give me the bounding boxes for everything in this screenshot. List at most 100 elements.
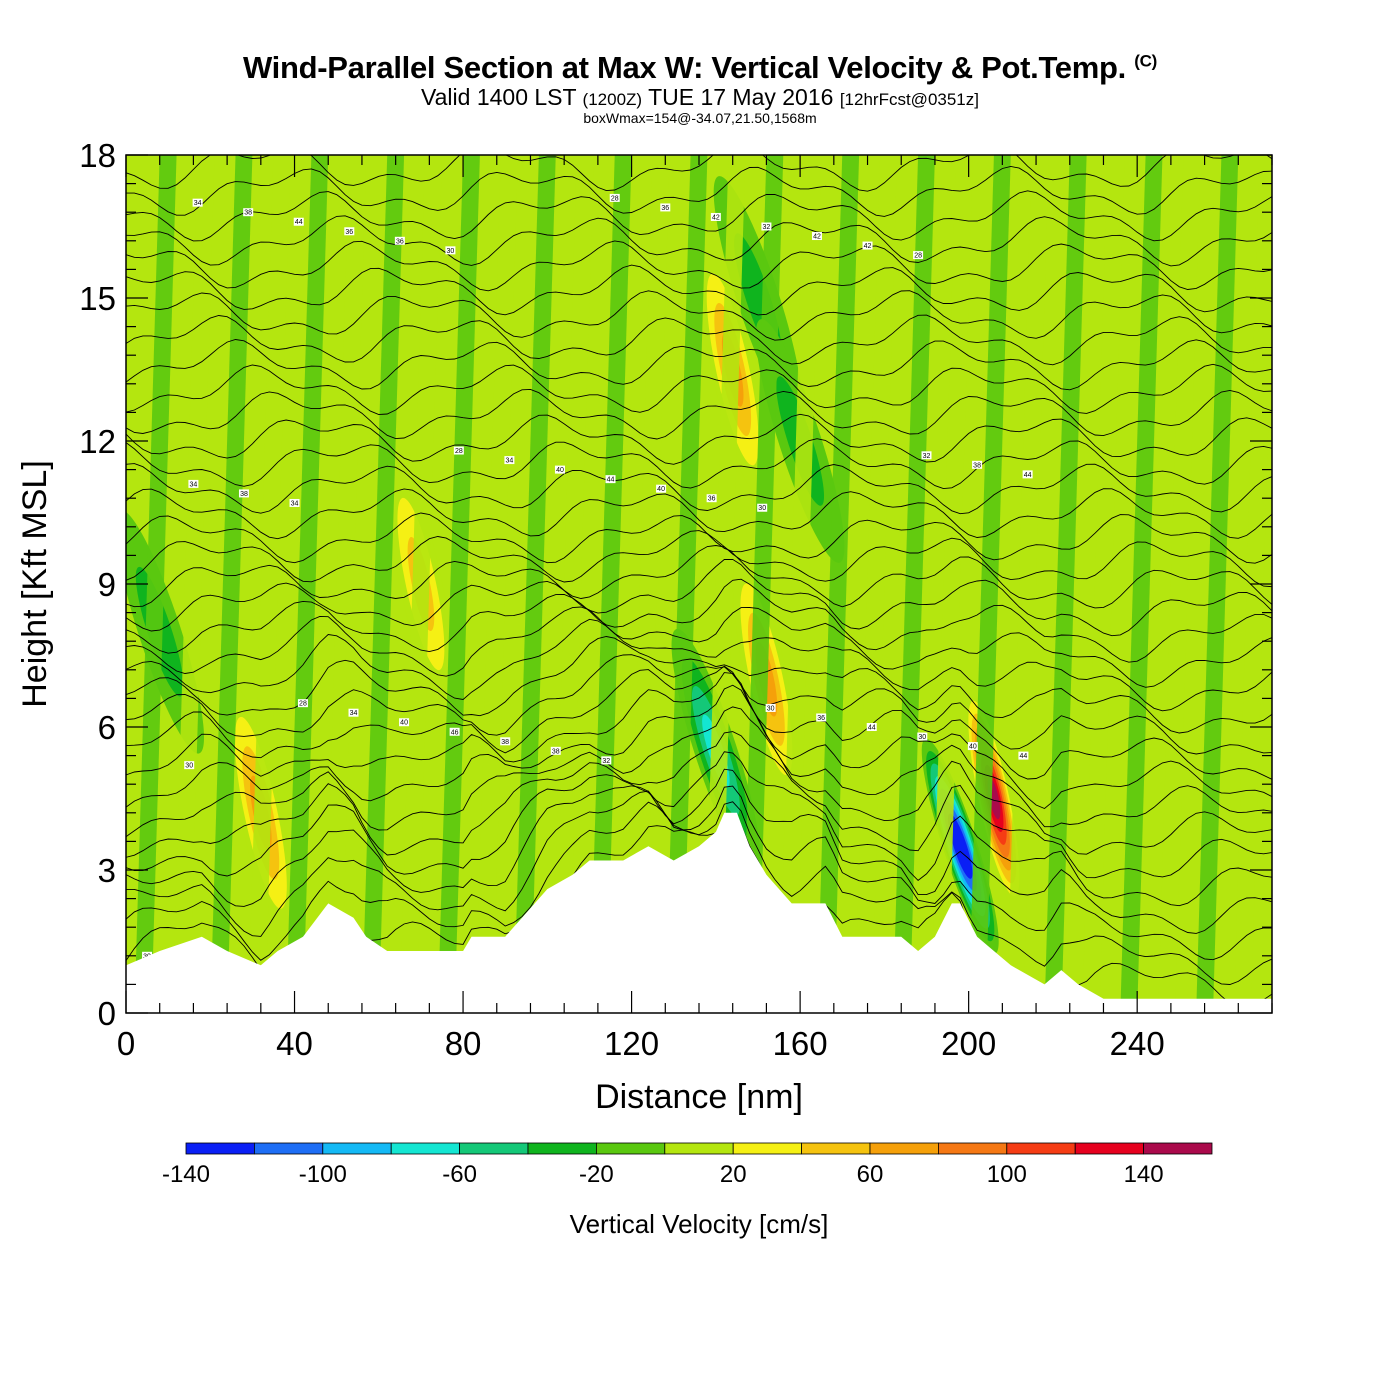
colorbar-swatch [253,1142,324,1155]
contour-label-group: 36 [706,494,717,503]
contour-label-group: 38 [972,460,983,469]
contour-label-bg [765,703,776,712]
theta-contour [126,768,1272,934]
theta-contour [126,363,1272,415]
contour-label-group: 28 [297,699,308,708]
contour-label-bg [184,761,195,770]
contour-label-group: 30 [184,761,195,770]
velocity-stripe [210,155,253,1013]
colorbar-swatch [185,1142,255,1155]
theta-contour [126,731,1272,879]
contour-label: 36 [396,238,404,245]
theta-contour [126,751,1272,907]
theta-contour [126,155,1272,192]
colorbar-swatch [459,1142,529,1155]
contour-label-bg [399,718,410,727]
contour-label-group: 34 [188,479,199,488]
copyright-mark: (C) [1134,51,1157,71]
x-axis: 0 40 80 120 160 200 240 [117,155,1273,1062]
contour-label: 40 [400,720,408,727]
contour-label-bg [660,203,671,212]
contour-label-group: 40 [399,718,410,727]
velocity-stripe [551,155,594,1013]
theta-contour [126,512,1272,564]
theta-contour [126,545,1272,609]
contour-label-bg [921,451,932,460]
theta-contour [126,314,1272,366]
contour-label-group: 32 [601,756,612,765]
contour-label: 44 [1024,472,1032,479]
theta-contour [126,578,1272,663]
contour-label: 34 [350,710,358,717]
contour-label-bg [500,737,511,746]
theta-contour [126,488,1272,540]
contour-label-group: 30 [765,703,776,712]
colorbar: -140 -100 -60 -20 20 60 100 140 [162,1142,1213,1188]
colorbar-swatch [596,1142,666,1155]
contour-label-bg [550,746,561,755]
contour-label: 30 [918,734,926,741]
contour-label: 46 [451,729,459,736]
contour-label-bg [601,756,612,765]
contour-label-bg [757,503,768,512]
contour-label: 40 [969,744,977,751]
x-tick-label: 160 [773,1025,828,1062]
contour-label-bg [445,246,456,255]
contour-label-bg [710,212,721,221]
contour-label-bg [862,241,873,250]
contour-label-bg [866,723,877,731]
velocity-stripe [665,155,708,1013]
terrain [126,812,1272,1013]
contour-label: 40 [657,486,665,493]
contour-label-group: 30 [445,246,456,255]
colorbar-tick-label: -20 [579,1161,614,1188]
contour-label-group: 38 [243,208,254,217]
contour-label-group: 32 [761,222,772,231]
contour-label: 34 [506,458,514,465]
velocity-stripe [1196,155,1239,1013]
y-tick-label: 15 [79,280,116,317]
velocity-stripe [1082,155,1125,1013]
contour-label-bg [706,494,717,503]
contour-label: 28 [611,195,619,202]
theta-contour [126,801,1272,985]
contour-label: 28 [299,701,307,708]
contour-label-bg [142,951,153,960]
velocity-cell [952,826,969,867]
title-block: Wind-Parallel Section at Max W: Vertical… [0,0,1400,130]
colorbar-tick-label: 60 [857,1161,884,1188]
contour-label: 30 [185,763,193,770]
contour-label: 28 [914,253,922,260]
velocity-stripe [1006,155,1049,1013]
contour-label-group: 30 [917,732,928,741]
colorbar-title: Vertical Velocity [cm/s] [570,1209,829,1239]
colorbar-swatch [732,1142,803,1155]
theta-contour [126,438,1272,490]
contour-label: 42 [712,214,720,221]
contour-label: 38 [552,748,560,755]
contour-label-group: 46 [449,727,460,736]
contour-label-bg [297,699,308,708]
contour-label-group: 28 [609,193,620,202]
valid-date: TUE 17 May 2016 [648,84,834,110]
velocity-stripe [324,155,367,1013]
theta-contour [126,463,1272,515]
y-tick-label: 18 [79,137,116,174]
theta-contour [126,530,1272,588]
valid-utc: (1200Z) [582,90,643,109]
theta-contour [126,706,1272,855]
contour-label-bg [504,456,515,465]
velocity-stripe [134,155,177,1013]
contour-label-group: 42 [811,232,822,241]
x-tick-label: 120 [604,1025,659,1062]
velocity-stripe [854,155,898,1013]
y-tick-label: 3 [98,852,116,889]
contour-label-group: 38 [550,746,561,755]
contour-label-group: 42 [862,241,873,250]
x-axis-label: Distance [nm] [595,1078,803,1116]
contour-label-bg [293,217,304,226]
velocity-stripe [399,155,442,1013]
chart-title-text: Wind-Parallel Section at Max W: Vertical… [243,50,1126,85]
y-tick-label: 6 [98,709,116,746]
colorbar-tick-label: -60 [442,1161,477,1188]
